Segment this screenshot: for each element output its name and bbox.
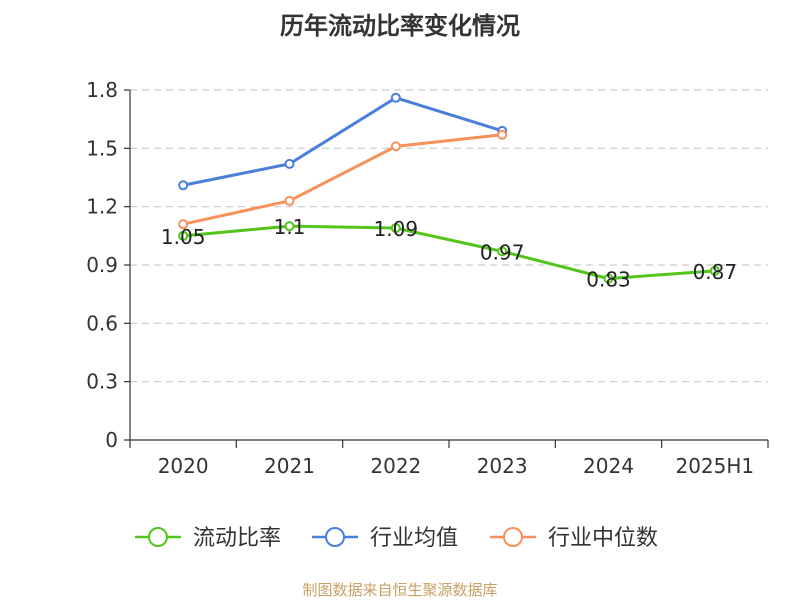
data-label: 0.83 [586,268,631,292]
data-label: 0.97 [480,240,525,264]
legend-label: 行业中位数 [548,526,658,551]
grid-layer [130,89,768,383]
chart-title: 历年流动比率变化情况 [280,12,520,40]
y-tick-label: 1.8 [86,78,118,102]
source-note: 制图数据来自恒生聚源数据库 [302,581,498,599]
data-point [603,273,614,284]
x-tick-label: 2025H1 [675,454,754,478]
y-tick-label: 1.5 [86,136,118,160]
data-point [178,230,189,241]
legend: 流动比率 行业均值 行业中位数 [135,526,658,551]
data-point [390,92,401,103]
x-tick-label: 2023 [477,454,528,478]
legend-label: 行业均值 [370,526,458,551]
data-point [284,195,295,206]
x-tick-label: 2024 [583,454,634,478]
legend-label: 流动比率 [193,526,281,551]
data-point [709,265,720,276]
data-label-layer: 1.05 1.1 1.09 0.97 0.83 0.87 [161,215,737,292]
x-tick-label: 2021 [264,454,315,478]
data-point [497,246,508,257]
y-tick-label: 0.3 [86,370,118,394]
data-point [390,223,401,234]
legend-marker [325,527,345,547]
y-tick-label: 0.9 [86,253,118,277]
x-tick-label: 2022 [370,454,421,478]
data-point [497,129,508,140]
data-point [178,180,189,191]
data-point [178,219,189,230]
legend-marker [148,527,168,547]
data-point [284,158,295,169]
series-line-0 [183,224,715,281]
data-label: 1.1 [274,215,306,239]
y-tick-label: 0.6 [86,311,118,335]
series-layer [178,92,720,284]
axis-layer: 0 0.3 0.6 0.9 1.2 1.5 1.8 2020 2021 2022 2023 2024 2… [86,78,769,478]
series-line-1 [182,96,503,187]
data-label: 1.09 [374,217,419,241]
series-line-2 [182,133,503,226]
data-point [390,141,401,152]
x-tick-label: 2020 [158,454,209,478]
y-tick-label: 1.2 [86,195,118,219]
data-point [284,221,295,232]
legend-marker [503,527,523,547]
data-label: 1.05 [161,225,206,249]
data-label: 0.87 [693,260,738,284]
y-tick-label: 0 [105,428,118,452]
